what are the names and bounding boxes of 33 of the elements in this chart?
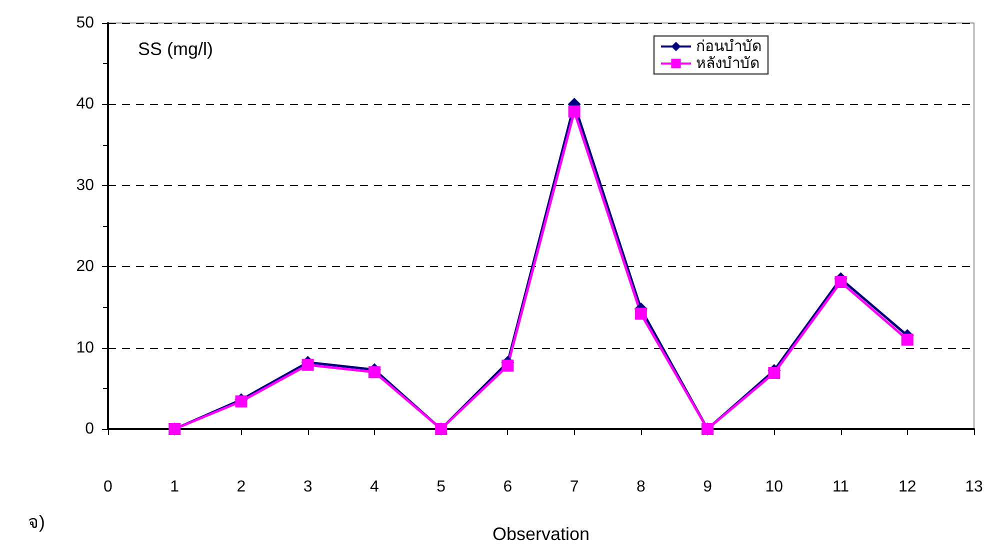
point	[634, 308, 647, 320]
x-tick-label: 12	[898, 478, 916, 496]
x-tick-label: 13	[965, 478, 983, 496]
x-tick-label: 9	[703, 478, 712, 496]
point	[502, 360, 514, 372]
x-tick-label: 1	[170, 478, 180, 496]
point	[768, 366, 780, 379]
point	[368, 366, 380, 378]
x-tick-label: 8	[636, 478, 646, 496]
y-tick-label: 10	[76, 339, 94, 356]
x-tick-label: 7	[570, 478, 579, 496]
x-tick-label: 4	[370, 478, 380, 496]
text: จ)	[28, 512, 45, 532]
x-tick-label: 6	[503, 478, 512, 496]
x-tick-label: 5	[436, 478, 446, 496]
point	[901, 334, 914, 346]
legend-label: ก่อนบำบัด	[696, 38, 762, 55]
x-tick-label: 11	[832, 478, 850, 496]
y-tick-label: 20	[76, 258, 94, 276]
x-axis-title: Observation	[492, 524, 590, 544]
x-tick-label: 0	[104, 478, 113, 496]
x-tick-label: 2	[236, 478, 246, 496]
x-tick-label: 3	[303, 478, 312, 496]
y-tick-label: 40	[76, 96, 94, 113]
x-tick-label: 10	[765, 478, 784, 496]
y-tick-label: 50	[76, 14, 94, 32]
point	[568, 106, 580, 118]
y-tick-label: 30	[76, 176, 94, 194]
point	[834, 276, 847, 288]
y-tick-label: 0	[85, 420, 94, 438]
point	[302, 358, 314, 371]
y-axis-title: SS (mg/l)	[138, 39, 214, 59]
legend-label: หลังบำบัด	[696, 55, 760, 72]
